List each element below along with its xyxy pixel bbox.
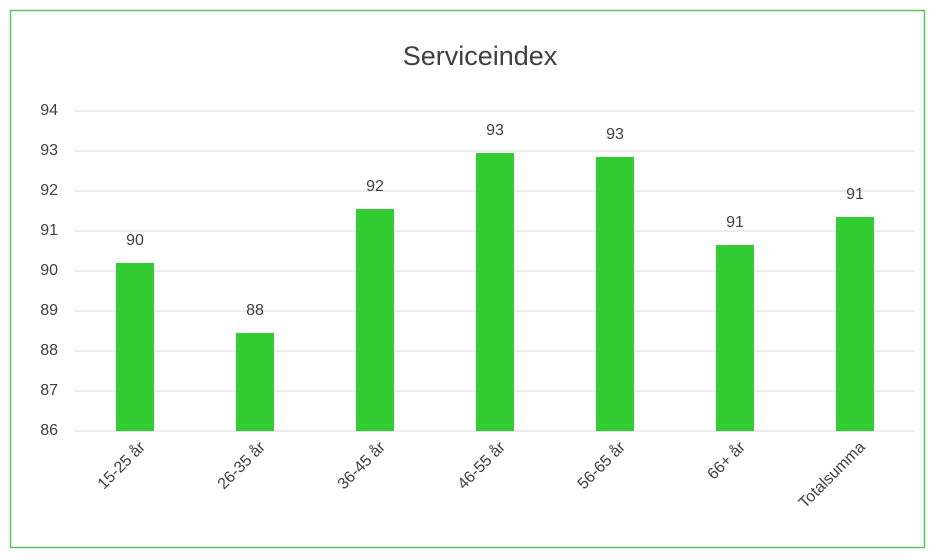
bar [836, 217, 874, 431]
data-label: 93 [606, 126, 624, 143]
y-tick-label: 93 [40, 142, 58, 159]
data-label: 91 [846, 186, 864, 203]
y-tick-label: 86 [40, 422, 58, 439]
data-label: 92 [366, 178, 384, 195]
bar [596, 157, 634, 431]
chart-title: Serviceindex [403, 41, 558, 71]
bar [116, 263, 154, 431]
y-tick-label: 91 [40, 222, 58, 239]
data-label: 91 [726, 214, 744, 231]
y-tick-label: 94 [40, 102, 58, 119]
y-tick-label: 90 [40, 262, 58, 279]
y-tick-label: 88 [40, 342, 58, 359]
data-label: 93 [486, 122, 504, 139]
bar [716, 245, 754, 431]
y-tick-label: 92 [40, 182, 58, 199]
chart-border [9, 9, 926, 549]
data-label: 88 [246, 302, 264, 319]
y-tick-label: 89 [40, 302, 58, 319]
y-tick-label: 87 [40, 382, 58, 399]
bar [356, 209, 394, 431]
bar [476, 153, 514, 431]
bar [236, 333, 274, 431]
data-label: 90 [126, 232, 144, 249]
